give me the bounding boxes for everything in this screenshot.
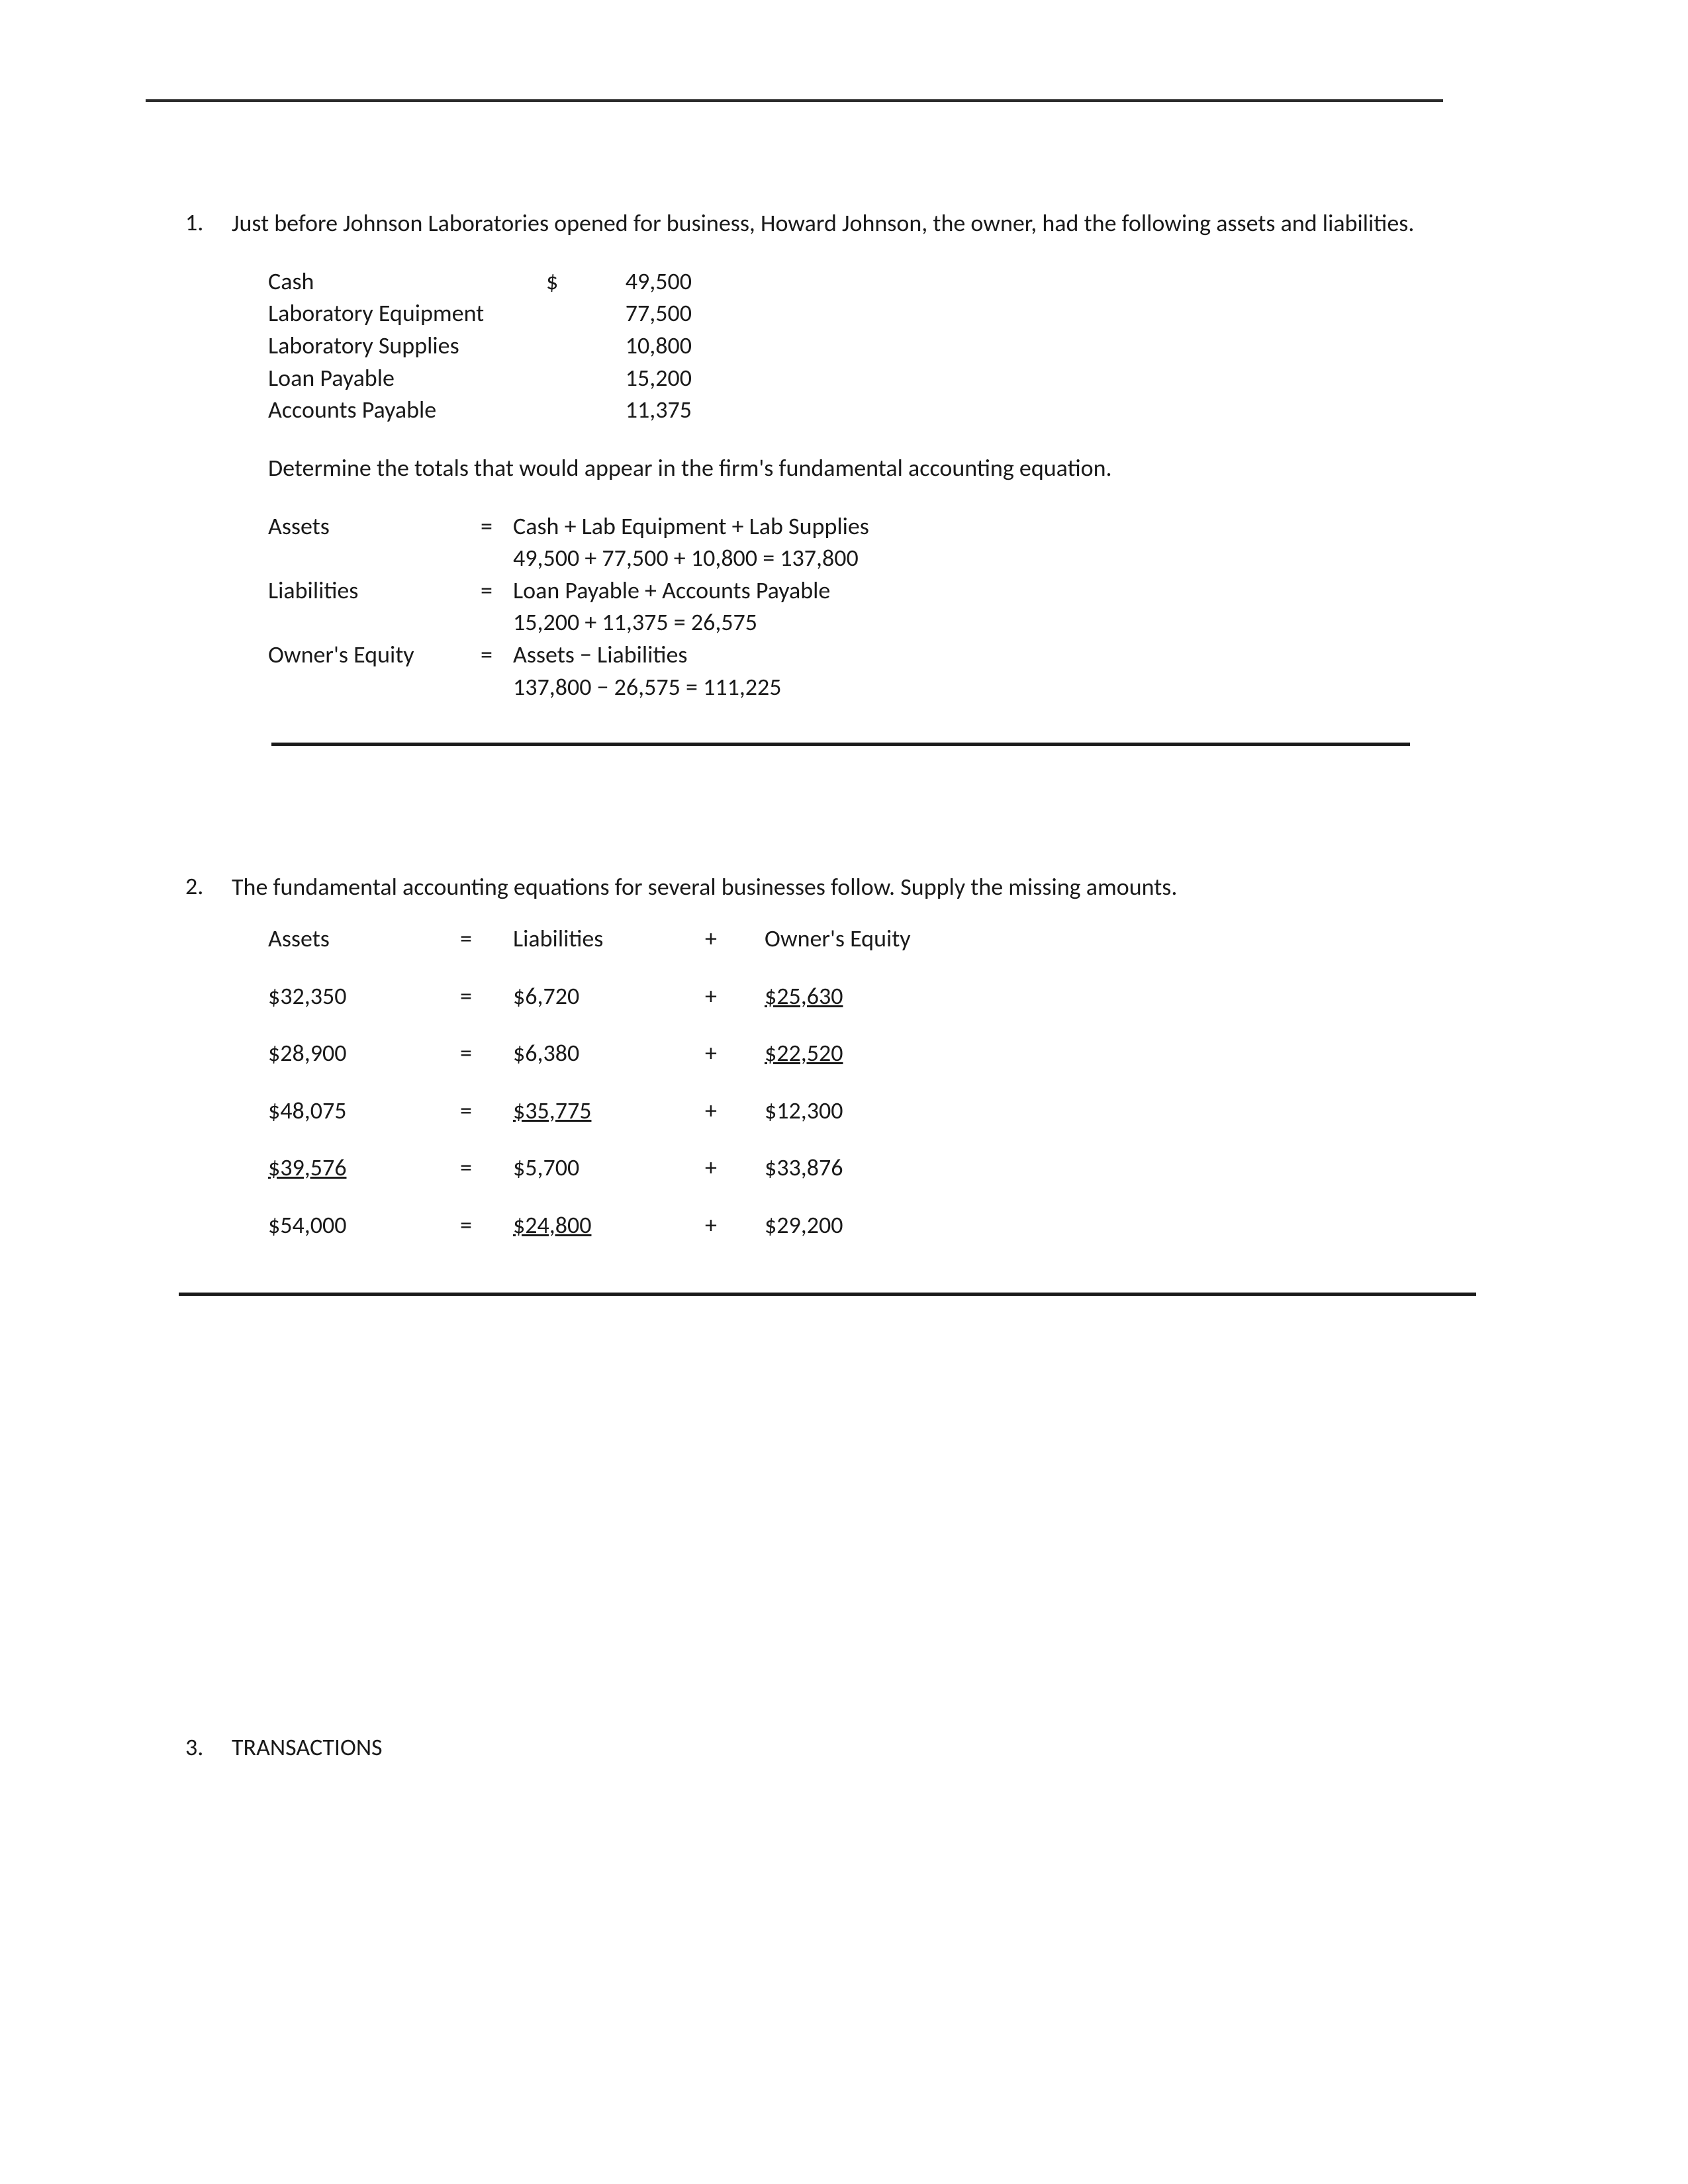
balance-amount: 10,800: [586, 330, 692, 362]
q2-liabilities: $6,380: [513, 1038, 579, 1068]
q2-assets: $54,000: [268, 1210, 346, 1240]
balance-currency: [546, 362, 586, 394]
q2-data-row: $39,576 = $5,700 + $33,876: [268, 1152, 1509, 1184]
section-rule: [179, 1293, 1476, 1296]
q2-eq: =: [460, 1209, 513, 1242]
q2-header-eq: =: [460, 923, 513, 955]
q2-number: 2.: [179, 872, 232, 901]
eqn-rhs-calc: 49,500 + 77,500 + 10,800 = 137,800: [513, 542, 1509, 574]
q2-header-owners-equity: Owner's Equity: [765, 923, 976, 955]
q2-owners-equity: $33,876: [765, 1153, 843, 1182]
top-rule: [146, 99, 1443, 102]
eqn-lhs: Owner's Equity: [268, 639, 460, 671]
q2-plus: +: [705, 1095, 765, 1127]
q2-eq: =: [460, 1037, 513, 1069]
balance-currency: [546, 330, 586, 362]
q2-header-plus: +: [705, 923, 765, 955]
balance-amount: 15,200: [586, 362, 692, 394]
balance-label: Accounts Payable: [268, 394, 546, 426]
q1-instruction: Determine the totals that would appear i…: [268, 453, 1509, 484]
q2-assets: $28,900: [268, 1038, 346, 1068]
q2-plus: +: [705, 1152, 765, 1184]
q2-owners-equity: $12,300: [765, 1096, 843, 1125]
balance-row: Laboratory Equipment 77,500: [268, 297, 1509, 330]
eqn-rhs-calc: 15,200 + 11,375 = 26,575: [513, 606, 1509, 639]
balance-currency: $: [546, 265, 586, 298]
q3-number: 3.: [179, 1733, 232, 1762]
page: 1. Just before Johnson Laboratories open…: [0, 0, 1688, 1762]
balance-currency: [546, 297, 586, 330]
eqn-rhs: Assets − Liabilities: [513, 639, 1509, 671]
q2-data-row: $54,000 = $24,800 + $29,200: [268, 1209, 1509, 1242]
q2-liabilities: $6,720: [513, 981, 579, 1011]
q2-owners-equity: $22,520: [765, 1038, 843, 1068]
q2-assets: $39,576: [268, 1153, 346, 1182]
q1-balances: Cash $ 49,500 Laboratory Equipment 77,50…: [268, 265, 1509, 426]
q2-eq: =: [460, 980, 513, 1013]
balance-row: Laboratory Supplies 10,800: [268, 330, 1509, 362]
balance-row: Loan Payable 15,200: [268, 362, 1509, 394]
q1-intro: Just before Johnson Laboratories opened …: [232, 208, 1509, 239]
q2-header-row: Assets = Liabilities + Owner's Equity: [268, 923, 1509, 955]
q2-intro: The fundamental accounting equations for…: [232, 872, 1509, 903]
q2-owners-equity: $29,200: [765, 1210, 843, 1240]
q2-header-assets: Assets: [268, 923, 460, 955]
q2-eq: =: [460, 1095, 513, 1127]
balance-label: Loan Payable: [268, 362, 546, 394]
q1-equation: Assets = Cash + Lab Equipment + Lab Supp…: [268, 510, 1509, 704]
balance-amount: 49,500: [586, 265, 692, 298]
eqn-eq: =: [460, 510, 513, 543]
eqn-lhs: Liabilities: [268, 574, 460, 607]
section-rule: [271, 743, 1410, 746]
eqn-rhs-calc: 137,800 − 26,575 = 111,225: [513, 671, 1509, 704]
eqn-rhs: Loan Payable + Accounts Payable: [513, 574, 1509, 607]
question-2: 2. The fundamental accounting equations …: [179, 872, 1509, 1266]
q3-title: TRANSACTIONS: [232, 1733, 1509, 1762]
q2-liabilities: $24,800: [513, 1210, 591, 1240]
q2-plus: +: [705, 1209, 765, 1242]
q2-plus: +: [705, 980, 765, 1013]
q2-assets: $32,350: [268, 981, 346, 1011]
balance-row: Accounts Payable 11,375: [268, 394, 1509, 426]
balance-row: Cash $ 49,500: [268, 265, 1509, 298]
q2-eq: =: [460, 1152, 513, 1184]
question-3: 3. TRANSACTIONS: [179, 1733, 1509, 1762]
q2-liabilities: $35,775: [513, 1096, 591, 1125]
q2-owners-equity: $25,630: [765, 981, 843, 1011]
balance-label: Laboratory Equipment: [268, 297, 546, 330]
balance-amount: 11,375: [586, 394, 692, 426]
question-1: 1. Just before Johnson Laboratories open…: [179, 208, 1509, 703]
eqn-rhs: Cash + Lab Equipment + Lab Supplies: [513, 510, 1509, 543]
eqn-eq: =: [460, 639, 513, 671]
q2-header-liabilities: Liabilities: [513, 923, 705, 955]
balance-currency: [546, 394, 586, 426]
q1-number: 1.: [179, 208, 232, 237]
q2-liabilities: $5,700: [513, 1153, 579, 1182]
eqn-eq: =: [460, 574, 513, 607]
balance-amount: 77,500: [586, 297, 692, 330]
q2-data-row: $32,350 = $6,720 + $25,630: [268, 980, 1509, 1013]
q2-assets: $48,075: [268, 1096, 346, 1125]
q2-data-row: $48,075 = $35,775 + $12,300: [268, 1095, 1509, 1127]
balance-label: Cash: [268, 265, 546, 298]
eqn-lhs: Assets: [268, 510, 460, 543]
q2-plus: +: [705, 1037, 765, 1069]
q2-data-row: $28,900 = $6,380 + $22,520: [268, 1037, 1509, 1069]
balance-label: Laboratory Supplies: [268, 330, 546, 362]
q2-table: Assets = Liabilities + Owner's Equity $3…: [268, 923, 1509, 1242]
